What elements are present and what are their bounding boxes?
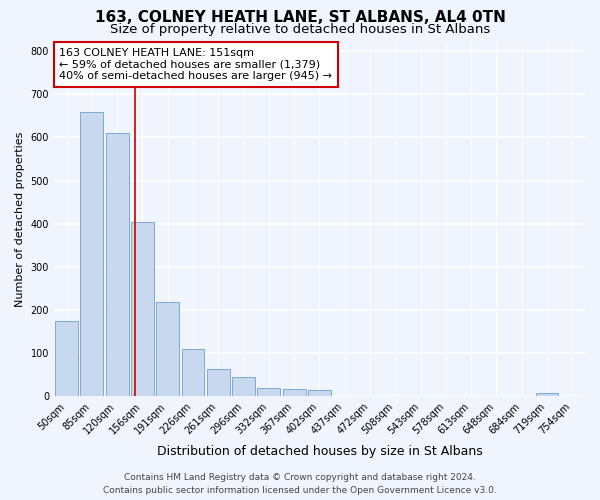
Bar [283, 389, 305, 396]
Bar [232, 376, 255, 396]
Bar [131, 222, 154, 396]
Bar [182, 349, 205, 397]
Text: Size of property relative to detached houses in St Albans: Size of property relative to detached ho… [110, 22, 490, 36]
Bar [80, 112, 103, 397]
Bar [257, 388, 280, 396]
Bar [106, 133, 128, 396]
Text: 163 COLNEY HEATH LANE: 151sqm
← 59% of detached houses are smaller (1,379)
40% o: 163 COLNEY HEATH LANE: 151sqm ← 59% of d… [59, 48, 332, 81]
Y-axis label: Number of detached properties: Number of detached properties [15, 132, 25, 307]
Bar [536, 394, 559, 396]
Bar [207, 369, 230, 396]
Text: 163, COLNEY HEATH LANE, ST ALBANS, AL4 0TN: 163, COLNEY HEATH LANE, ST ALBANS, AL4 0… [95, 10, 505, 25]
Bar [55, 321, 78, 396]
X-axis label: Distribution of detached houses by size in St Albans: Distribution of detached houses by size … [157, 444, 482, 458]
Bar [157, 302, 179, 396]
Bar [308, 390, 331, 396]
Text: Contains HM Land Registry data © Crown copyright and database right 2024.
Contai: Contains HM Land Registry data © Crown c… [103, 473, 497, 495]
